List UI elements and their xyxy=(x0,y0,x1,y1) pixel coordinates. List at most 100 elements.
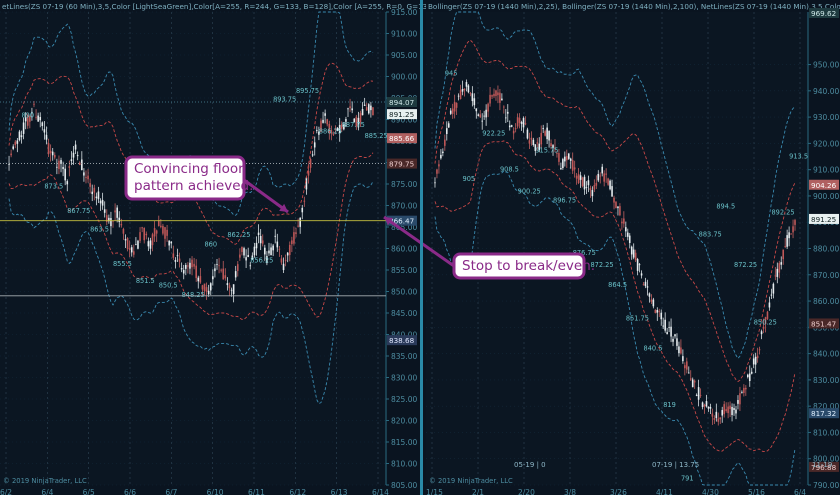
left-candle-body xyxy=(226,283,229,286)
left-chart-panel[interactable]: etLines(ZS 07-19 (60 Min),3,5,Color [Lig… xyxy=(0,0,447,495)
left-candle-body xyxy=(145,233,148,236)
right-candle-body xyxy=(455,102,458,108)
left-candle-body xyxy=(355,116,358,127)
right-candle-body xyxy=(782,249,785,260)
left-y-tick-label: 900.00 xyxy=(391,73,417,82)
right-candle-body xyxy=(776,268,779,277)
right-price-tag-text: 851.47 xyxy=(811,319,836,328)
right-candle-body xyxy=(715,411,718,419)
left-candle-body xyxy=(222,268,225,280)
right-candle-body xyxy=(644,281,647,287)
right-candle-body xyxy=(748,373,751,381)
right-candle-body xyxy=(760,331,763,335)
stop-breakeven-callout-arrow-head xyxy=(384,217,393,226)
left-candle-body xyxy=(139,232,141,241)
left-candle-body xyxy=(91,191,94,195)
left-candle-body xyxy=(170,241,173,244)
floor-pattern-callout-arrow-shaft xyxy=(243,178,289,214)
right-candle-body xyxy=(518,117,521,123)
stop-breakeven-callout-text: Stop to break/even. xyxy=(462,258,595,274)
left-y-tick-label: 860.00 xyxy=(391,245,417,254)
left-candle-body xyxy=(230,289,233,291)
right-x-tick-label: 4/30 xyxy=(702,488,719,495)
left-candle-body xyxy=(110,218,112,227)
left-candle-body xyxy=(212,276,214,280)
right-candle-body xyxy=(733,408,735,411)
right-candle-body xyxy=(707,406,710,409)
right-candle-body xyxy=(613,197,615,203)
left-candle-body xyxy=(68,166,71,168)
right-candle-body xyxy=(567,153,570,159)
right-candle-body xyxy=(721,410,724,416)
right-candle-body xyxy=(642,284,645,286)
right-y-tick-label: 870.00 xyxy=(813,271,839,280)
left-candle-body xyxy=(166,229,168,236)
right-candle-body xyxy=(662,325,665,327)
left-level-annotation: 867.75 xyxy=(67,207,90,215)
right-y-tick-label: 800.00 xyxy=(813,455,839,464)
right-candle-body xyxy=(678,346,680,354)
right-candle-body xyxy=(436,169,438,174)
right-candle-body xyxy=(756,355,759,359)
left-candle-body xyxy=(122,228,125,234)
left-candle-body xyxy=(201,285,204,290)
left-candle-body xyxy=(51,151,54,156)
right-candle-body xyxy=(784,246,786,247)
left-candle-body xyxy=(95,196,98,199)
right-candle-body xyxy=(658,311,661,312)
left-candle-body xyxy=(241,246,243,252)
left-candle-body xyxy=(322,119,324,123)
right-candle-body xyxy=(719,417,722,420)
left-candle-body xyxy=(318,131,320,135)
right-candle-body xyxy=(725,409,727,411)
right-candle-body xyxy=(497,92,499,96)
right-price-tag xyxy=(809,213,839,224)
right-level-annotation: 872.25 xyxy=(734,261,757,269)
left-y-tick-label: 905.00 xyxy=(391,51,417,60)
left-price-tag xyxy=(387,215,417,226)
left-price-tag xyxy=(387,96,417,107)
right-candle-body xyxy=(766,311,769,319)
right-candle-body xyxy=(699,394,702,396)
left-candle-body xyxy=(112,220,114,222)
left-x-tick-label: 6/5 xyxy=(83,488,95,495)
left-candle-body xyxy=(157,220,160,226)
right-candle-body xyxy=(573,167,576,170)
right-candle-body xyxy=(438,164,440,167)
left-candle-body xyxy=(216,264,218,265)
left-level-annotation: 895.75 xyxy=(296,87,319,95)
left-candle-body xyxy=(66,181,69,185)
right-price-tag xyxy=(809,7,839,18)
right-candle-body xyxy=(526,129,529,139)
left-x-tick-label: 6/14 xyxy=(372,488,389,495)
right-chart-panel[interactable]: Bollinger(ZS 07-19 (1440 Min),2,25), Bol… xyxy=(426,0,840,495)
right-candle-body xyxy=(709,406,712,409)
left-price-tag xyxy=(387,109,417,120)
left-candle-body xyxy=(187,265,189,267)
right-candle-body xyxy=(615,201,617,208)
left-candle-body xyxy=(253,246,256,256)
left-y-tick-label: 820.00 xyxy=(391,417,417,426)
right-candle-body xyxy=(792,226,794,233)
left-candle-body xyxy=(234,271,237,278)
left-candle-body xyxy=(220,269,222,271)
right-candle-body xyxy=(601,166,604,174)
right-candle-body xyxy=(774,275,777,277)
left-candle-body xyxy=(372,107,374,116)
right-candle-body xyxy=(447,123,450,128)
right-candle-body xyxy=(701,402,704,408)
left-price-tag-text: 891.25 xyxy=(389,110,414,119)
left-candle-body xyxy=(87,175,89,180)
right-candle-body xyxy=(534,144,537,151)
left-candle-body xyxy=(18,131,21,141)
left-candle-body xyxy=(176,255,179,257)
right-candle-body xyxy=(780,262,783,265)
left-candle-body xyxy=(368,104,370,114)
left-candle-body xyxy=(291,240,293,245)
left-candle-body xyxy=(124,239,127,241)
left-candle-body xyxy=(116,207,118,218)
right-candle-body xyxy=(589,188,592,191)
right-candle-body xyxy=(465,82,468,87)
left-level-annotation: 893.75 xyxy=(273,95,296,103)
left-x-tick-label: 6/7 xyxy=(165,488,177,495)
